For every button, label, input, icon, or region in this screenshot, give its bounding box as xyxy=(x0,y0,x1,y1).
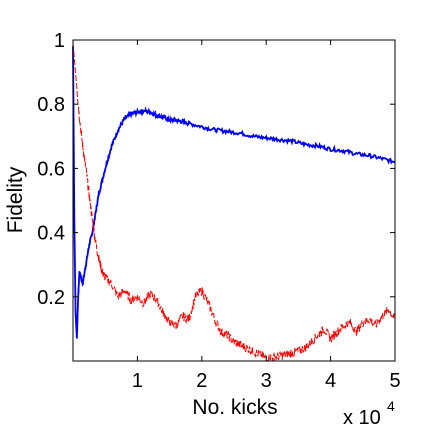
y-axis-label: Fidelity xyxy=(4,166,27,233)
x-tick-label: 1 xyxy=(132,370,143,392)
ticks-layer: 1 2 3 4 5 0.2 0.4 0.6 0.8 1 xyxy=(37,30,400,392)
y-tick-label: 0.2 xyxy=(37,287,65,309)
y-tick-label: 1 xyxy=(54,30,65,52)
x-multiplier-label: x 10 xyxy=(343,407,381,428)
x-tick-label: 3 xyxy=(261,370,272,392)
series-line-1 xyxy=(72,46,396,339)
x-tick-label: 4 xyxy=(325,370,336,392)
y-tick-label: 0.6 xyxy=(37,158,65,180)
y-tick-label: 0.8 xyxy=(37,94,65,116)
y-tick-label: 0.4 xyxy=(37,223,65,245)
x-multiplier-exponent: 4 xyxy=(387,398,395,414)
plot-frame xyxy=(72,39,396,362)
x-axis-label: No. kicks xyxy=(192,396,277,419)
series-line-2 xyxy=(72,43,396,362)
series-layer xyxy=(72,43,396,362)
x-tick-label: 2 xyxy=(196,370,207,392)
x-tick-label: 5 xyxy=(389,370,400,392)
